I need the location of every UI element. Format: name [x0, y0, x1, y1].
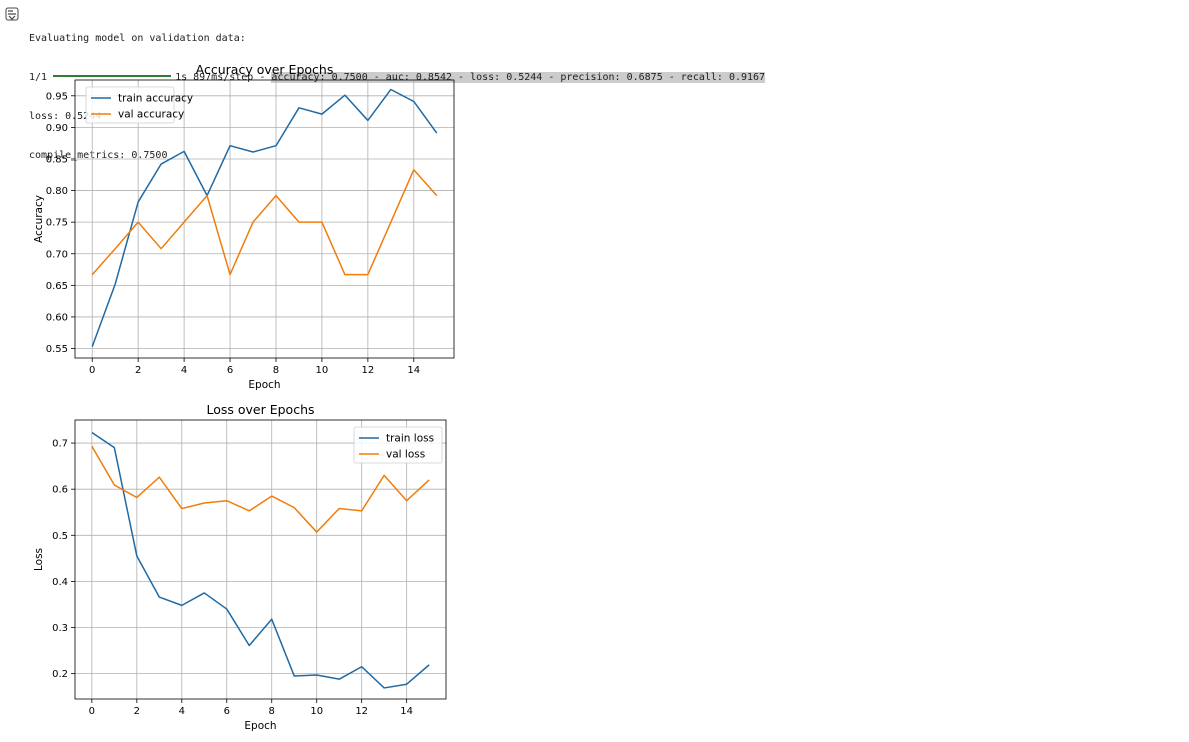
x-tick-label: 0	[89, 706, 95, 717]
legend: train loss val loss	[353, 426, 443, 464]
x-tick-label: 14	[400, 706, 413, 717]
loss-chart-svg: 0 2 4 6 8 10 12 14 0.2 0.3 0.4 0.5 0.6 0.7 Loss over E…	[33, 402, 447, 732]
loss-chart: 0 2 4 6 8 10 12 14 0.2 0.3 0.4 0.5 0.6 0.7 Loss over E…	[0, 400, 470, 740]
console-output: Evaluating model on validation data: 1/1…	[29, 6, 766, 175]
legend-label-2: val loss	[386, 449, 425, 461]
progress-line: 1/1 1s 897ms/step - accuracy: 0.7500 - au…	[29, 71, 766, 84]
series-line-2	[91, 445, 430, 533]
x-tick-label: 4	[179, 706, 185, 717]
y-tick-label: 0.4	[52, 577, 68, 588]
y-tick-label: 0.65	[46, 281, 68, 292]
legend-label-1: train accuracy	[118, 93, 193, 105]
y-tick-label: 0.60	[46, 312, 68, 323]
y-tick-label: 0.85	[46, 154, 68, 165]
legend: train accuracy val accuracy	[85, 86, 193, 124]
accuracy-chart: 0 2 4 6 8 10 12 14 0.55 0.60 0.65 0.70 0.75 0.80 0.85 0…	[0, 60, 470, 400]
loss-line: loss: 0.5244	[29, 111, 102, 122]
y-axis-label: Loss	[33, 548, 45, 571]
progress-step: 1/1	[29, 72, 48, 83]
y-tick-label: 0.90	[46, 123, 68, 134]
legend-label-1: train loss	[386, 433, 434, 445]
y-axis-label: Accuracy	[33, 195, 45, 243]
y-tick-label: 0.2	[52, 669, 68, 680]
plot-frame	[74, 79, 455, 359]
series-line-1	[91, 88, 438, 347]
x-tick-label: 2	[135, 365, 141, 376]
y-tick-label: 0.55	[46, 344, 68, 355]
compile-metrics-line: compile_metrics: 0.7500	[29, 150, 168, 161]
accuracy-chart-svg: 0 2 4 6 8 10 12 14 0.55 0.60 0.65 0.70 0.75 0.80 0.85 0…	[33, 62, 455, 391]
y-tick-label: 0.75	[46, 218, 68, 229]
x-tick-label: 0	[89, 365, 95, 376]
plot-frame	[74, 419, 447, 700]
console-header: Evaluating model on validation data:	[29, 33, 246, 44]
chart-title: Accuracy over Epochs	[196, 62, 334, 77]
y-tick-label: 0.70	[46, 249, 68, 260]
y-tick-label: 0.80	[46, 186, 68, 197]
y-tick-label: 0.3	[52, 623, 68, 634]
x-tick-label: 6	[224, 706, 230, 717]
series-line-1	[91, 431, 430, 689]
x-axis-label: Epoch	[244, 720, 276, 732]
x-tick-label: 8	[273, 365, 279, 376]
x-tick-label: 10	[310, 706, 323, 717]
x-tick-label: 12	[361, 365, 374, 376]
x-axis-label: Epoch	[248, 379, 280, 391]
x-tick-label: 6	[227, 365, 233, 376]
output-toggle-icon[interactable]	[5, 7, 19, 21]
series-line-2	[91, 168, 438, 276]
y-tick-label: 0.6	[52, 485, 68, 496]
y-tick-label: 0.95	[46, 91, 68, 102]
y-tick-label: 0.5	[52, 531, 68, 542]
x-tick-label: 8	[269, 706, 275, 717]
progress-bar	[53, 75, 172, 77]
progress-metrics: accuracy: 0.7500 - auc: 0.8542 - loss: 0…	[271, 72, 766, 83]
y-tick-label: 0.7	[52, 439, 68, 450]
legend-label-2: val accuracy	[118, 109, 184, 121]
chart-title: Loss over Epochs	[206, 402, 314, 417]
x-tick-label: 10	[316, 365, 329, 376]
x-tick-label: 4	[181, 365, 187, 376]
progress-timing: 1s 897ms/step -	[175, 72, 272, 83]
x-tick-label: 12	[355, 706, 368, 717]
x-tick-label: 14	[407, 365, 420, 376]
x-tick-label: 2	[134, 706, 140, 717]
